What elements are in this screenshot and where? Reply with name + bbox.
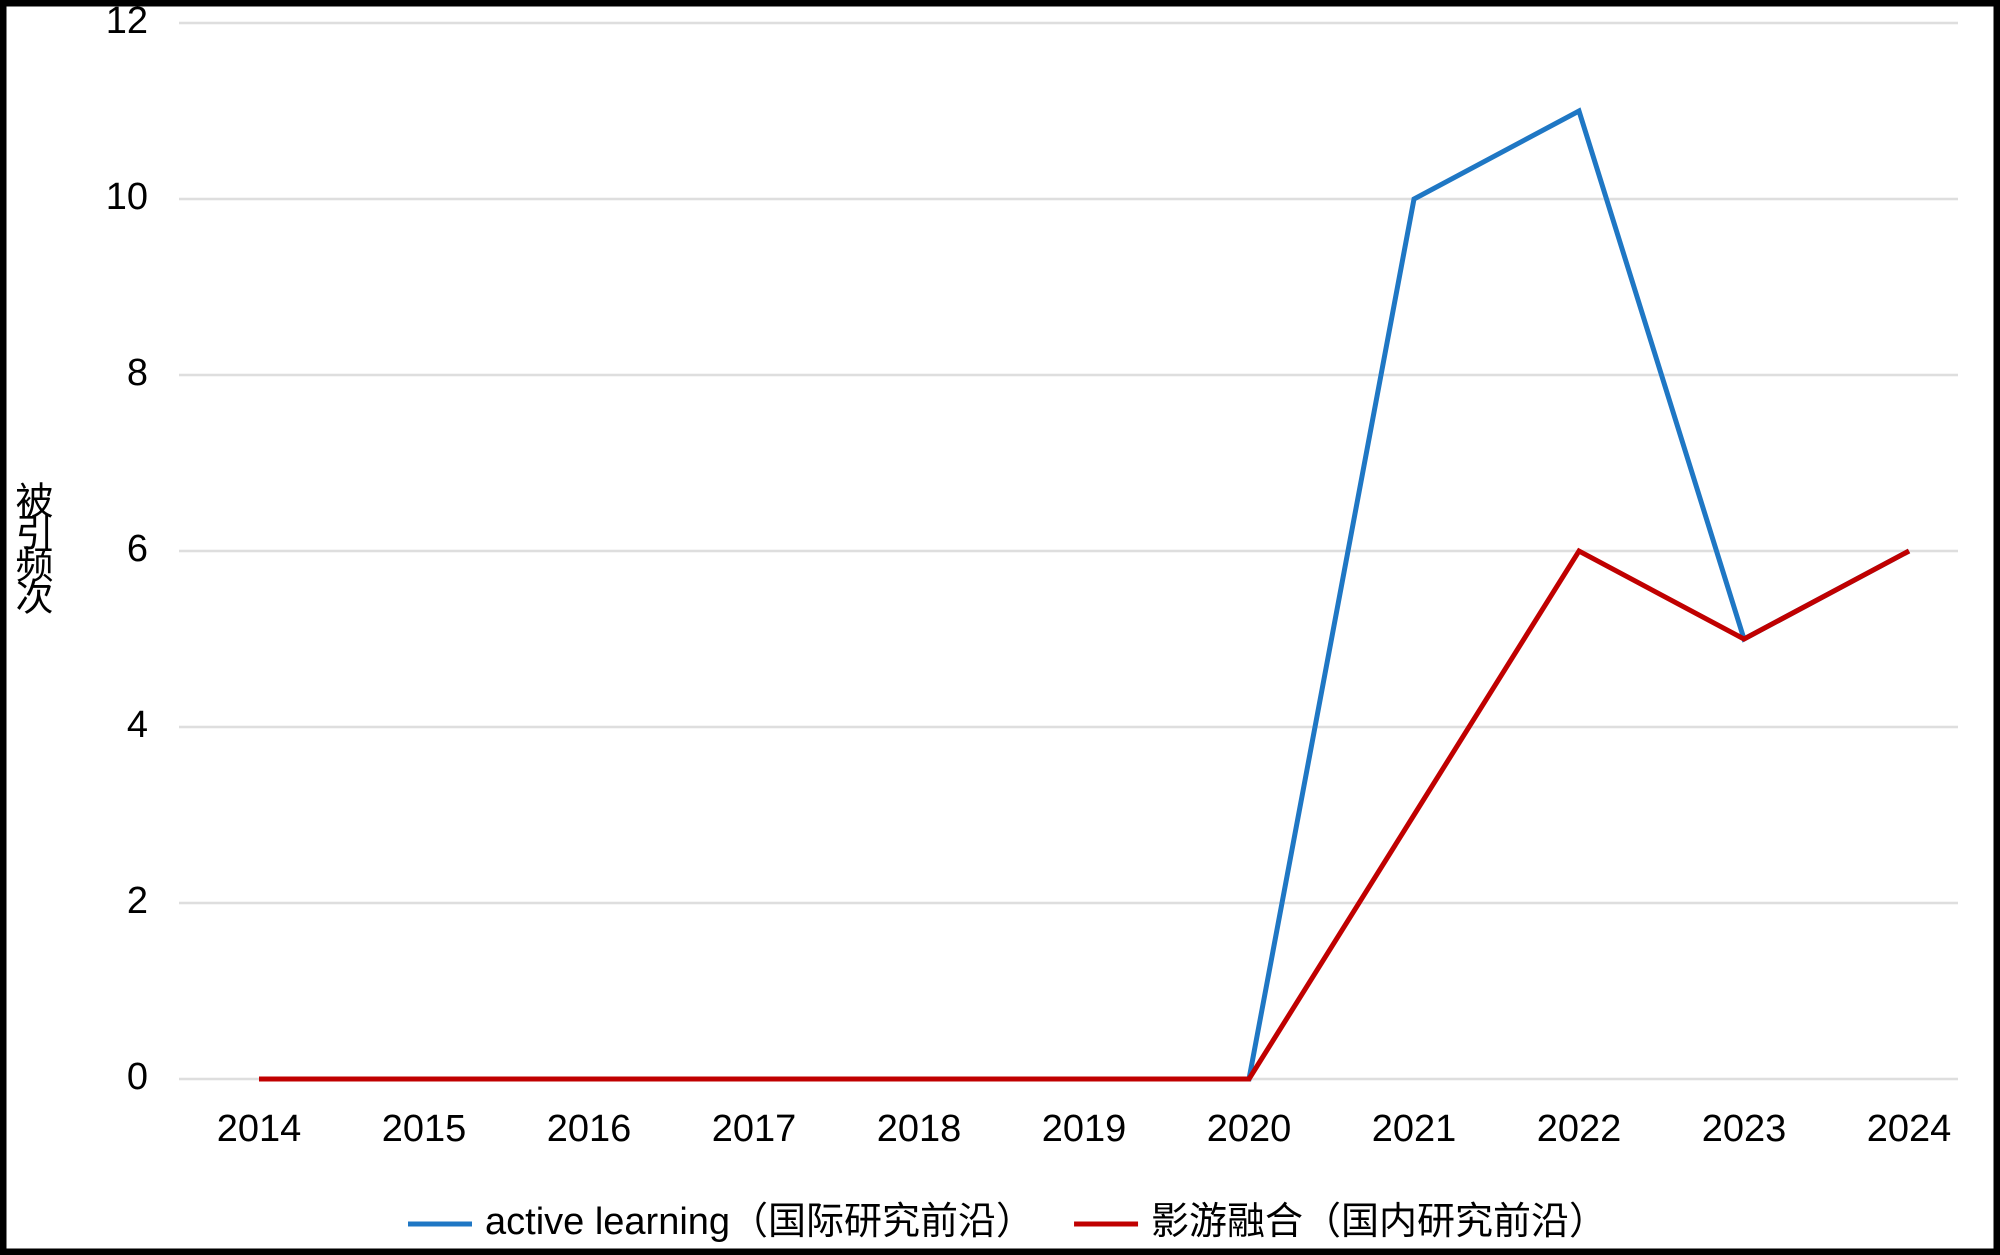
y-tick-label: 4 — [127, 704, 148, 746]
x-tick-label: 2018 — [877, 1108, 962, 1150]
y-axis-label: 被引频次 — [9, 481, 52, 615]
x-tick-label: 2019 — [1042, 1108, 1127, 1150]
legend-label: active learning（国际研究前沿） — [485, 1201, 1034, 1243]
x-tick-label: 2014 — [217, 1108, 302, 1150]
x-tick-label: 2021 — [1372, 1108, 1457, 1150]
y-tick-label: 10 — [106, 176, 148, 218]
y-tick-label: 2 — [127, 880, 148, 922]
x-tick-label: 2020 — [1207, 1108, 1292, 1150]
x-tick-label: 2017 — [712, 1108, 797, 1150]
series-line — [259, 547, 1911, 1082]
x-tick-label: 2023 — [1702, 1108, 1787, 1150]
x-tick-label: 2015 — [382, 1108, 467, 1150]
x-tick-label: 2022 — [1537, 1108, 1622, 1150]
x-tick-label: 2024 — [1867, 1108, 1952, 1150]
y-tick-label: 6 — [127, 528, 148, 570]
legend-label: 影游融合（国内研究前沿） — [1151, 1201, 1607, 1243]
y-tick-label: 8 — [127, 352, 148, 394]
y-tick-label: 12 — [106, 0, 148, 42]
x-tick-label: 2016 — [547, 1108, 632, 1150]
y-tick-label: 0 — [127, 1056, 148, 1098]
